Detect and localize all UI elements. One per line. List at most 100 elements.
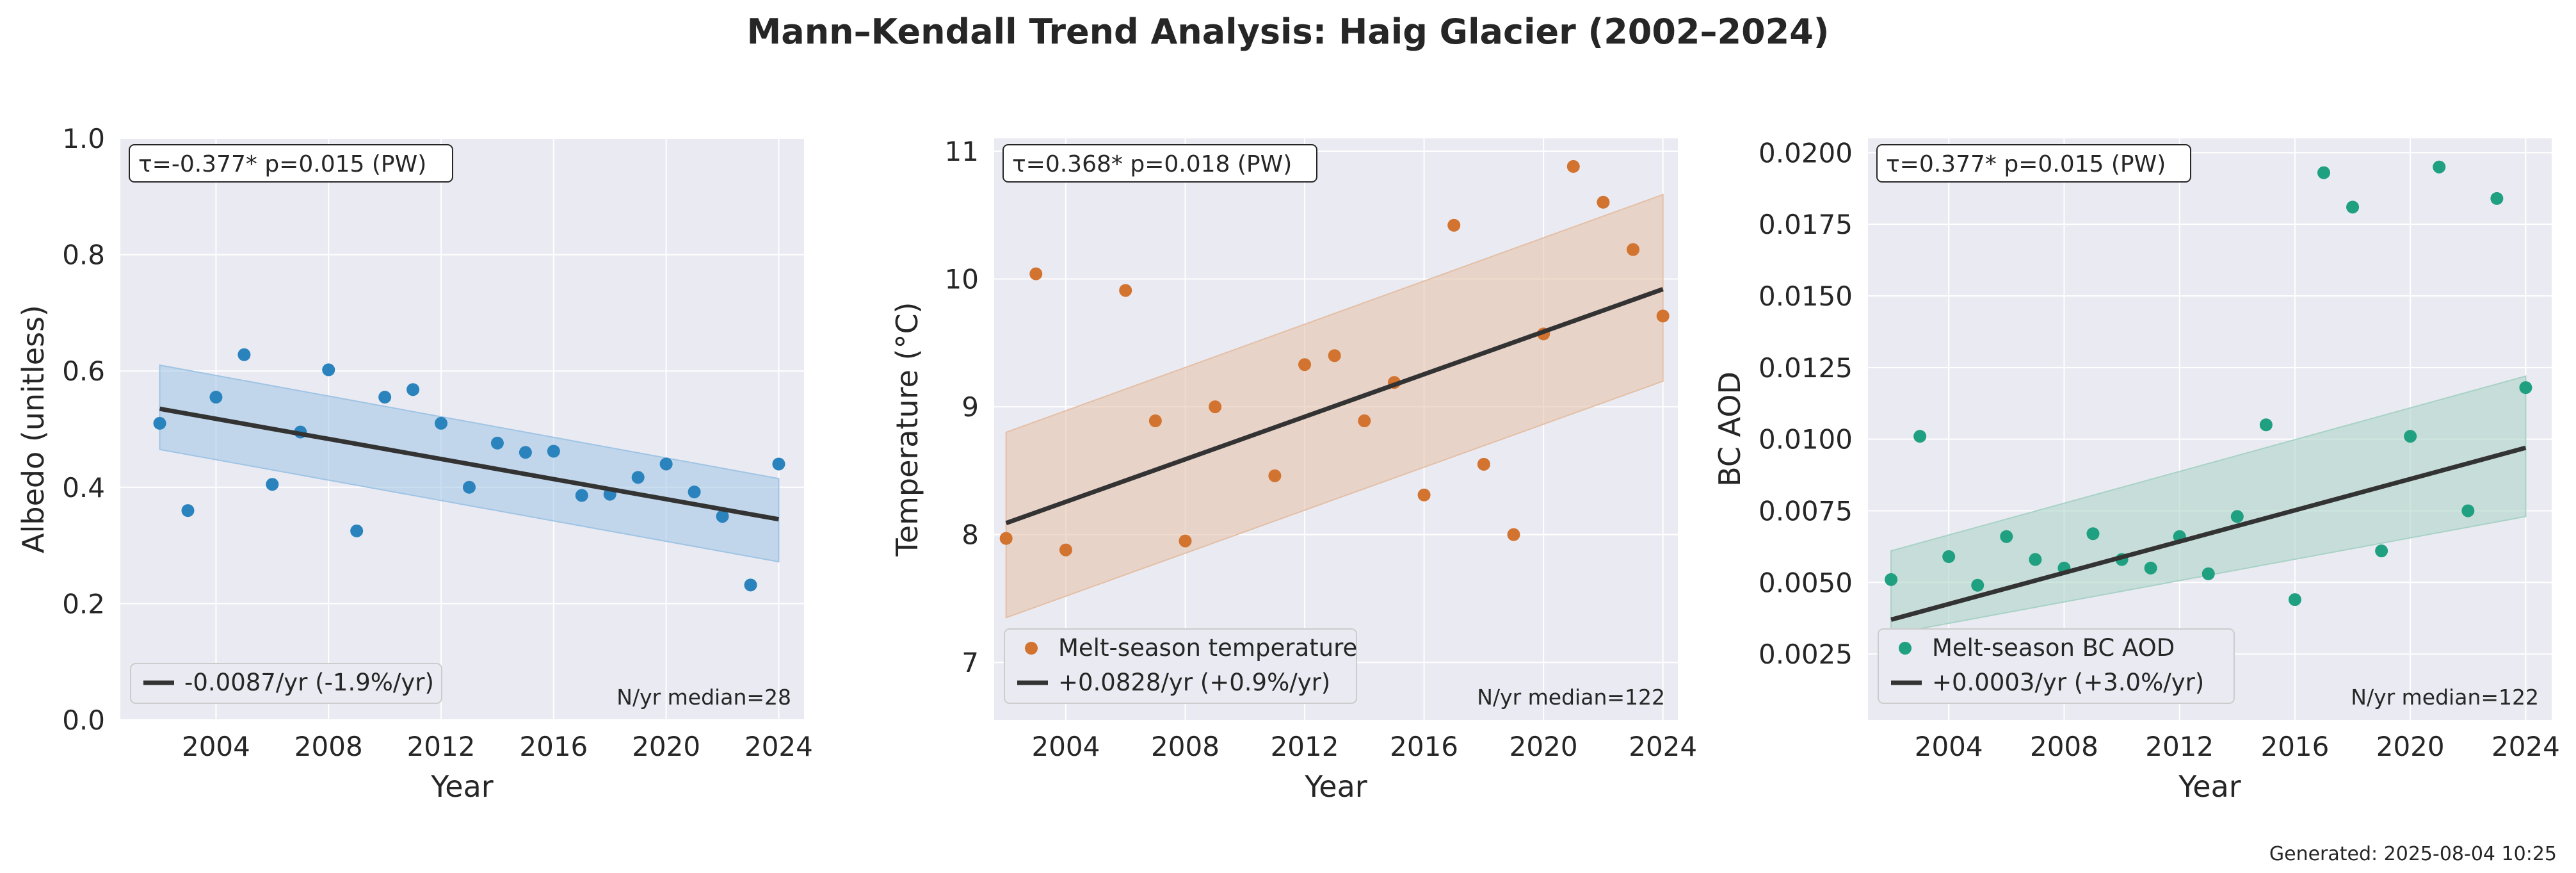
data-point-albedo <box>688 485 701 499</box>
legend-temperature <box>1004 628 1357 704</box>
y-tick-label-albedo: 0.2 <box>62 588 105 619</box>
data-point-bc-aod <box>2346 200 2360 214</box>
data-point-bc-aod <box>1913 430 1927 443</box>
confidence-band-bc-aod <box>1890 375 2527 635</box>
x-tick-label-albedo: 2016 <box>519 731 588 762</box>
data-point-temperature <box>1358 414 1371 428</box>
x-tick-label-albedo: 2024 <box>745 731 813 762</box>
x-tick-label-bc-aod: 2008 <box>2030 731 2098 762</box>
data-point-temperature <box>1656 309 1670 323</box>
legend-marker-bc-aod <box>1899 642 1912 655</box>
data-point-temperature <box>1566 159 1580 173</box>
data-point-bc-aod <box>2230 510 2244 523</box>
data-point-albedo <box>547 445 560 458</box>
x-tick-label-bc-aod: 2020 <box>2376 731 2445 762</box>
axes-bc-aod: 2004 2008 2012 2016 2020 2024 0.0025 0.0050 0.00… <box>1712 137 2560 804</box>
legend-bc-aod <box>1878 628 2235 704</box>
data-point-albedo <box>659 457 673 471</box>
y-tick-label-temperature: 11 <box>945 136 979 167</box>
x-tick-label-temperature: 2020 <box>1509 731 1578 762</box>
data-point-albedo <box>407 383 420 396</box>
data-point-temperature <box>1328 349 1341 363</box>
y-tick-label-bc-aod: 0.0150 <box>1759 281 1853 312</box>
y-tick-label-bc-aod: 0.0025 <box>1759 639 1853 670</box>
y-tick-label-bc-aod: 0.0200 <box>1759 137 1853 168</box>
data-point-temperature <box>1507 528 1520 541</box>
y-tick-label-bc-aod: 0.0050 <box>1759 567 1853 598</box>
data-point-temperature <box>1268 469 1282 482</box>
y-tick-label-albedo: 0.8 <box>62 240 105 271</box>
y-tick-label-albedo: 1.0 <box>62 123 105 154</box>
data-point-albedo <box>209 391 223 404</box>
x-tick-label-temperature: 2004 <box>1031 731 1100 762</box>
stats-annotation-albedo: τ=-0.377* p=0.015 (PW) <box>138 151 426 177</box>
x-axis-label-temperature: Year <box>1304 769 1367 804</box>
data-point-temperature <box>1298 358 1312 371</box>
axes-albedo: 2004 2008 2012 2016 2020 2024 0.0 0.2 0.4 0.6 0.8 1… <box>16 123 813 804</box>
data-point-temperature <box>1627 243 1640 256</box>
legend-trend-label-bc-aod: +0.0003/yr (+3.0%/yr) <box>1932 669 2204 696</box>
x-tick-label-temperature: 2024 <box>1629 731 1697 762</box>
y-tick-label-temperature: 10 <box>945 264 979 295</box>
data-point-albedo <box>350 524 364 537</box>
data-point-bc-aod <box>2259 418 2273 432</box>
data-point-bc-aod <box>2433 160 2446 174</box>
sample-size-note-albedo: N/yr median=28 <box>616 685 791 710</box>
y-tick-label-temperature: 9 <box>962 391 979 423</box>
generated-timestamp: Generated: 2025-08-04 10:25 <box>2269 843 2557 865</box>
legend-trend-label-temperature: +0.0828/yr (+0.9%/yr) <box>1058 669 1330 696</box>
trend-line-temperature <box>1005 287 1664 525</box>
data-point-temperature <box>1477 457 1490 471</box>
axes-temperature: 2004 2008 2012 2016 2020 2024 7 8 9 10 11 Year Tempe… <box>890 136 1697 804</box>
y-tick-label-bc-aod: 0.0175 <box>1759 209 1853 240</box>
data-point-bc-aod <box>2519 381 2532 395</box>
y-tick-label-temperature: 7 <box>962 647 979 678</box>
x-tick-label-albedo: 2004 <box>182 731 250 762</box>
x-axis-label-albedo: Year <box>430 769 493 804</box>
x-tick-label-albedo: 2020 <box>632 731 700 762</box>
stats-box-albedo <box>129 144 453 183</box>
stats-box-temperature <box>1002 144 1317 183</box>
x-tick-label-bc-aod: 2004 <box>1915 731 1983 762</box>
data-point-temperature <box>1209 400 1222 414</box>
data-point-bc-aod <box>2288 593 2301 607</box>
y-tick-label-temperature: 8 <box>962 519 979 551</box>
data-point-bc-aod <box>2490 192 2504 205</box>
data-point-bc-aod <box>1942 550 1956 564</box>
data-point-albedo <box>153 416 166 430</box>
data-point-temperature <box>1029 267 1043 281</box>
x-tick-label-albedo: 2008 <box>294 731 363 762</box>
data-point-temperature <box>1119 284 1132 297</box>
data-point-bc-aod <box>1971 578 1984 592</box>
data-point-bc-aod <box>2000 530 2013 543</box>
x-tick-label-bc-aod: 2012 <box>2145 731 2214 762</box>
x-tick-label-bc-aod: 2016 <box>2260 731 2329 762</box>
y-axis-label-albedo: Albedo (unitless) <box>16 305 51 553</box>
data-point-bc-aod <box>2375 544 2388 558</box>
data-point-temperature <box>1417 488 1431 502</box>
data-point-albedo <box>519 446 532 459</box>
data-point-bc-aod <box>1885 573 1898 586</box>
data-point-bc-aod <box>2086 527 2100 541</box>
data-point-albedo <box>435 416 448 430</box>
y-axis-label-temperature: Temperature (°C) <box>890 302 924 557</box>
data-point-albedo <box>744 578 757 592</box>
trend-line-bc-aod <box>1890 445 2527 622</box>
data-point-temperature <box>1179 534 1192 548</box>
trend-line-albedo <box>159 406 780 522</box>
sample-size-note-temperature: N/yr median=122 <box>1477 685 1665 710</box>
y-tick-label-albedo: 0.4 <box>62 472 105 503</box>
data-point-albedo <box>237 348 251 361</box>
data-point-bc-aod <box>2029 553 2042 566</box>
data-point-albedo <box>378 391 392 404</box>
stats-box-bc-aod <box>1876 144 2191 183</box>
data-point-albedo <box>575 489 588 502</box>
data-point-temperature <box>1447 218 1461 232</box>
stats-annotation-bc-aod: τ=0.377* p=0.015 (PW) <box>1886 151 2166 177</box>
figure-title: Mann–Kendall Trend Analysis: Haig Glacie… <box>746 12 1830 52</box>
x-tick-label-bc-aod: 2024 <box>2491 731 2560 762</box>
x-tick-label-temperature: 2016 <box>1390 731 1458 762</box>
data-point-albedo <box>772 457 785 471</box>
x-tick-label-temperature: 2008 <box>1151 731 1220 762</box>
